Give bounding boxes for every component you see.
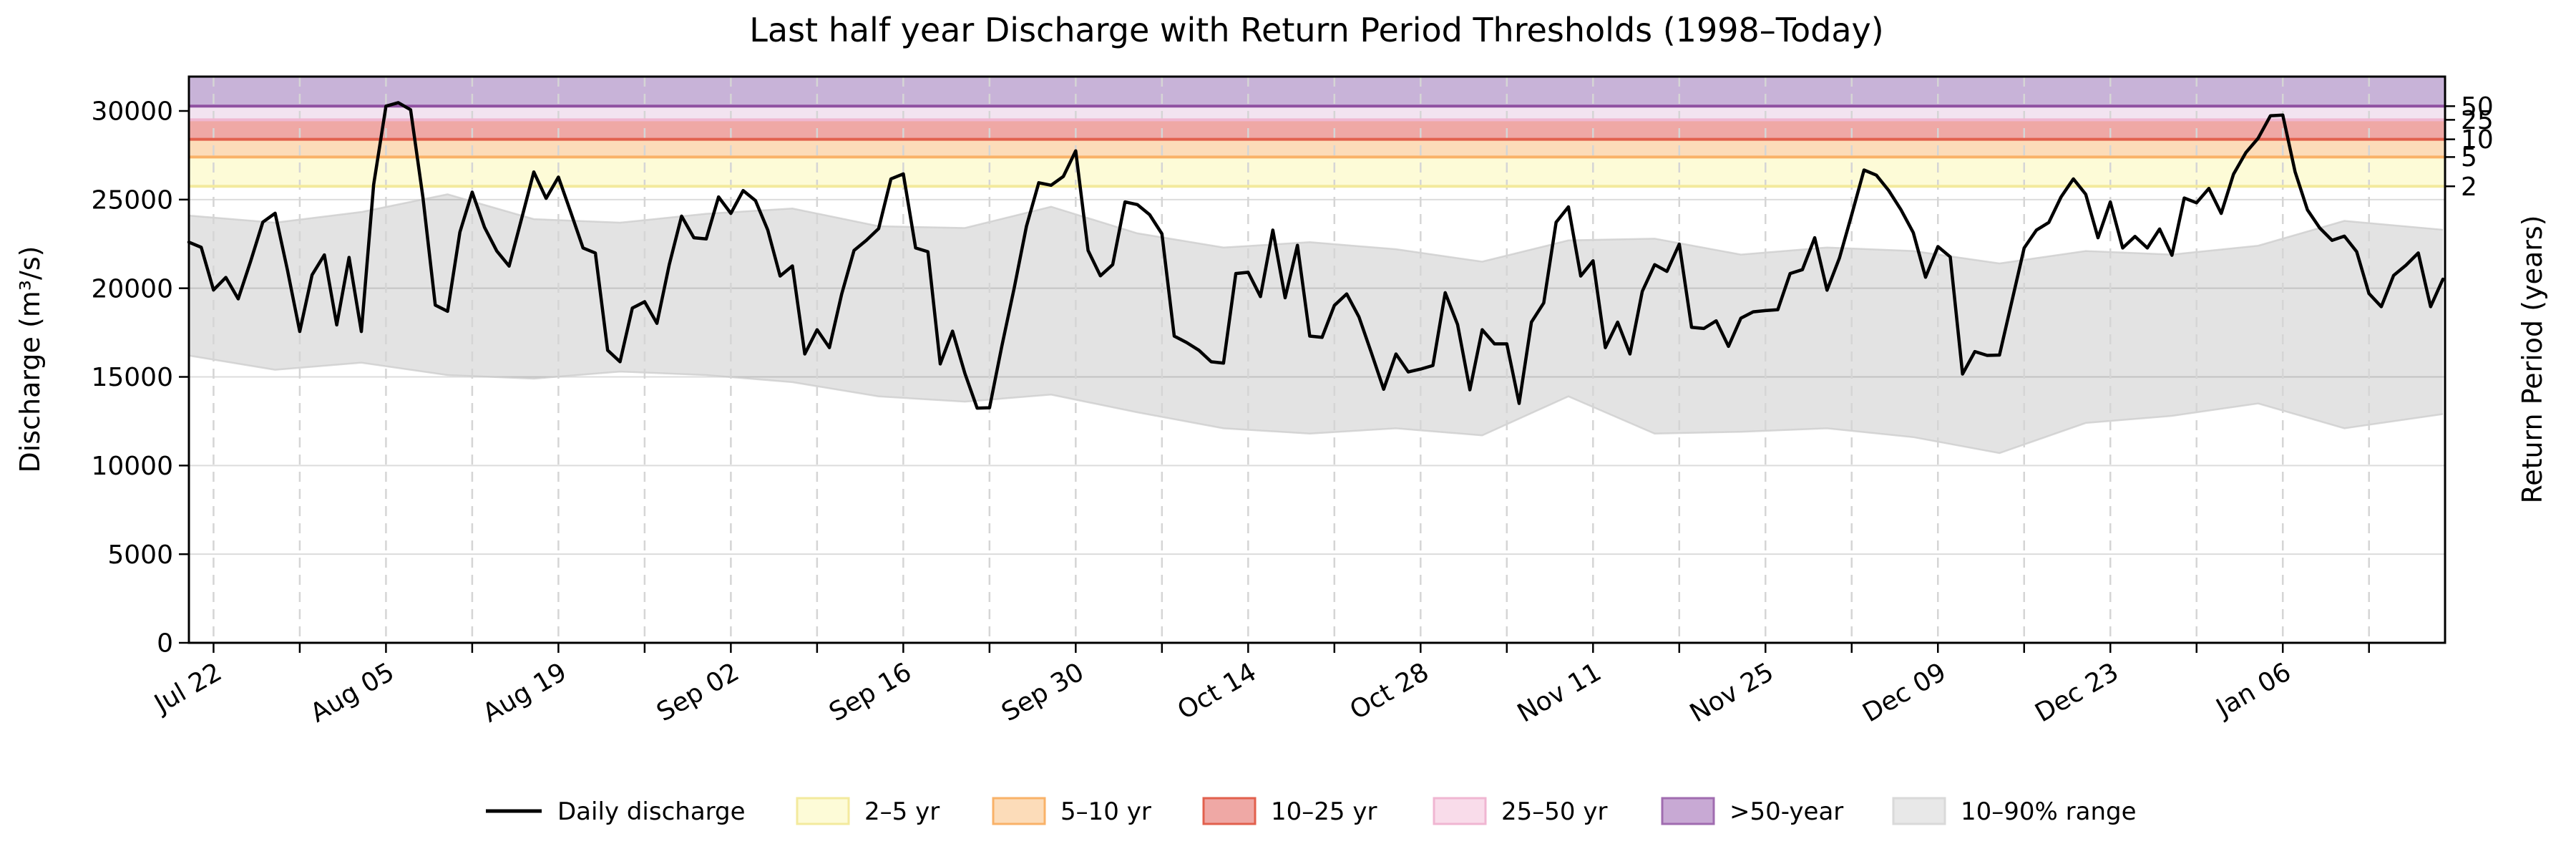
band->50-year (189, 77, 2445, 107)
y-tick-label: 30000 (91, 97, 173, 127)
x-tick-label: Dec 23 (2030, 657, 2123, 728)
legend-label: Daily discharge (557, 797, 746, 826)
legend-label: 10–25 yr (1271, 797, 1377, 826)
band-25–50 yr (189, 106, 2445, 120)
x-tick-label: Sep 02 (652, 657, 744, 727)
band-5–10 yr (189, 139, 2445, 157)
return-period-tick-label: 25 (2461, 106, 2494, 135)
range-band-fill (189, 194, 2443, 453)
band-2–5 yr (189, 157, 2445, 187)
y-tick-label: 25000 (91, 185, 173, 215)
x-tick-label: Aug 05 (306, 657, 399, 728)
return-period-tick-label: 2 (2461, 173, 2477, 202)
range-band-upper-edge (188, 193, 2444, 265)
legend-label: >50-year (1729, 797, 1843, 826)
x-tick-label: Oct 28 (1345, 657, 1434, 725)
axes-spines (187, 75, 2446, 644)
legend-patch-swatch (1433, 797, 1487, 825)
axis-ticks (179, 105, 2455, 653)
return-period-bands (189, 77, 2445, 187)
x-tick-label: Jul 22 (148, 657, 226, 719)
range-band-lower-edge (188, 354, 2444, 455)
chart-legend: Daily discharge 2–5 yr 5–10 yr 10–25 yr 25–5… (486, 797, 2137, 826)
return-period-tick-label: 5 (2461, 143, 2477, 173)
x-tick-label: Aug 19 (478, 657, 572, 728)
legend-label: 2–5 yr (864, 797, 940, 826)
x-tick-label: Jan 06 (2210, 657, 2296, 724)
y-tick-label: 10000 (91, 452, 173, 481)
legend-label: 5–10 yr (1060, 797, 1151, 826)
x-tick-label: Sep 16 (824, 657, 917, 727)
band-10–25 yr (189, 120, 2445, 140)
right-axis-label: Return Period (years) (2517, 215, 2548, 504)
y-tick-label: 15000 (91, 363, 173, 392)
legend-patch-swatch (1892, 797, 1946, 825)
legend-patch-swatch (796, 797, 850, 825)
legend-patch-swatch (992, 797, 1046, 825)
legend-patch-swatch (1202, 797, 1257, 825)
return-period-tick-label: 50 (2461, 92, 2494, 122)
x-tick-label: Nov 25 (1685, 657, 1779, 728)
legend-patch-swatch (1661, 797, 1715, 825)
y-tick-label: 5000 (107, 540, 173, 570)
return-period-tick-label: 10 (2461, 125, 2494, 155)
plot-spines (187, 75, 2446, 644)
x-tick-label: Nov 11 (1513, 657, 1606, 728)
percentile-range-band (188, 193, 2444, 455)
daily-discharge-path (187, 101, 2445, 410)
y-tick-label: 20000 (91, 274, 173, 304)
y-tick-label: 0 (157, 629, 173, 659)
x-tick-label: Sep 30 (997, 657, 1089, 727)
chart-title: Last half year Discharge with Return Per… (749, 11, 1883, 49)
legend-label: 25–50 yr (1501, 797, 1607, 826)
x-tick-label: Oct 14 (1173, 657, 1262, 725)
vertical-gridlines (213, 77, 2370, 643)
legend-label: 10–90% range (1961, 797, 2137, 826)
x-tick-label: Dec 09 (1858, 657, 1951, 728)
y-axis-label: Discharge (m³/s) (14, 246, 46, 473)
daily-discharge-line (187, 101, 2445, 410)
